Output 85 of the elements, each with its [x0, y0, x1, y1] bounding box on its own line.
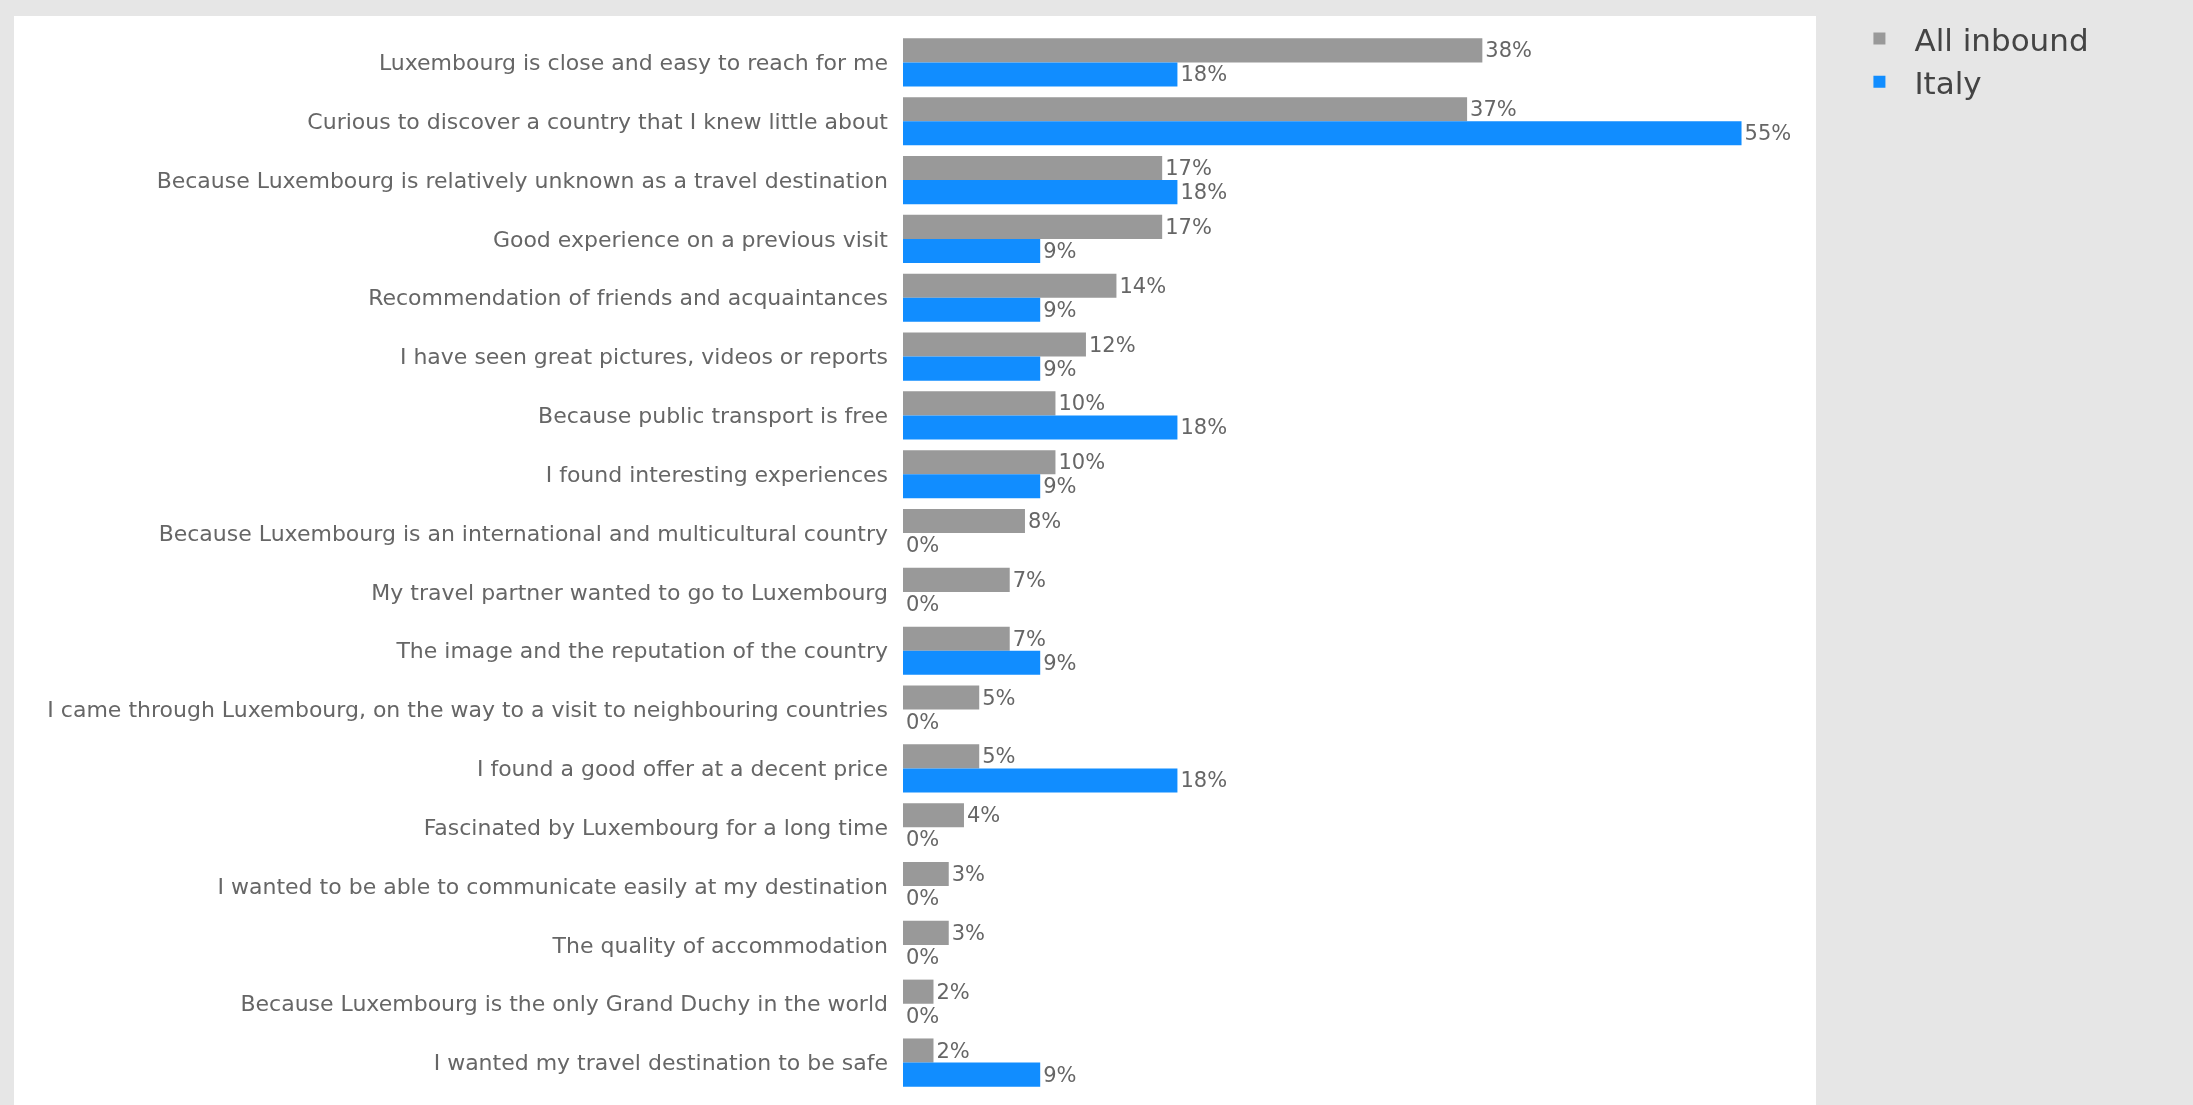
- data-label: 18%: [1180, 768, 1228, 793]
- bar: [903, 474, 1041, 499]
- bar: [903, 238, 1041, 264]
- data-label: 9%: [1043, 474, 1077, 499]
- data-label: 18%: [1180, 62, 1228, 87]
- data-label: 17%: [1165, 214, 1212, 239]
- data-label: 0%: [906, 827, 940, 852]
- data-label: 9%: [1043, 1062, 1077, 1087]
- y-tick-label: Good experience on a previous visit: [492, 226, 889, 252]
- data-label: 0%: [906, 533, 940, 558]
- bar: [903, 97, 1468, 122]
- data-label: 3%: [951, 920, 986, 945]
- bar: [903, 297, 1041, 322]
- y-tick-label: I found a good offer at a decent price: [476, 756, 888, 782]
- data-label: 10%: [1058, 391, 1106, 416]
- bar: [903, 803, 964, 828]
- data-label: 14%: [1119, 273, 1167, 298]
- data-label: 55%: [1744, 121, 1792, 146]
- bar: [903, 1062, 1041, 1087]
- data-label: 9%: [1043, 650, 1077, 675]
- bar: [903, 508, 1025, 534]
- data-label: 7%: [1012, 567, 1047, 592]
- bar: [903, 1038, 934, 1063]
- data-label: 5%: [982, 685, 1016, 710]
- bar: [903, 356, 1041, 381]
- data-label: 4%: [966, 803, 1001, 828]
- bar: [903, 861, 949, 887]
- data-label: 3%: [951, 862, 986, 887]
- data-label: 7%: [1012, 626, 1047, 651]
- data-label: 9%: [1043, 356, 1077, 381]
- y-tick-label: I found interesting experiences: [545, 461, 888, 487]
- bar: [903, 332, 1086, 357]
- data-label: 17%: [1165, 156, 1212, 181]
- y-tick-label: I wanted my travel destination to be safe: [433, 1050, 888, 1076]
- bar: [903, 415, 1178, 440]
- bar: [903, 450, 1056, 475]
- data-label: 5%: [982, 744, 1016, 769]
- bar: [903, 626, 1010, 651]
- data-label: 0%: [906, 1003, 940, 1028]
- bar: [903, 155, 1163, 181]
- bar: [903, 62, 1178, 87]
- data-label: 8%: [1027, 509, 1062, 534]
- y-tick-label: I came through Luxembourg, on the way to a visit to neighbouring countries: [47, 697, 888, 723]
- data-label: 18%: [1180, 180, 1228, 205]
- bar: [903, 180, 1178, 205]
- y-tick-label: My travel partner wanted to go to Luxembourg: [371, 579, 888, 605]
- y-tick-label: Because Luxembourg is the only Grand Duchy in the world: [240, 991, 888, 1017]
- data-label: 18%: [1180, 415, 1228, 440]
- data-label: 10%: [1058, 450, 1106, 475]
- data-label: 0%: [906, 886, 940, 911]
- bar: [903, 650, 1041, 675]
- y-tick-label: The quality of accommodation: [551, 932, 888, 958]
- bar: [903, 273, 1117, 298]
- y-tick-label: Because Luxembourg is relatively unknown as a travel destination: [156, 167, 888, 193]
- bar: [903, 979, 934, 1004]
- data-label: 37%: [1470, 97, 1517, 122]
- y-tick-label: Because Luxembourg is an international and multicultural country: [158, 520, 888, 546]
- data-label: 2%: [936, 1038, 970, 1063]
- data-label: 12%: [1088, 332, 1136, 357]
- y-tick-label: I wanted to be able to communicate easily at my destination: [217, 873, 888, 899]
- y-tick-label: I have seen great pictures, videos or reports: [399, 344, 888, 370]
- y-tick-label: The image and the reputation of the country: [395, 638, 888, 664]
- y-tick-label: Because public transport is free: [538, 403, 888, 429]
- y-tick-label: Fascinated by Luxembourg for a long time: [423, 814, 888, 840]
- y-tick-label: Recommendation of friends and acquaintances: [368, 285, 888, 311]
- bar: [903, 744, 980, 769]
- legend-label: All inbound: [1914, 21, 2089, 58]
- data-label: 9%: [1043, 238, 1077, 263]
- bar: [903, 38, 1483, 63]
- bar: [903, 391, 1056, 416]
- bar: [903, 567, 1010, 592]
- data-label: 38%: [1485, 38, 1533, 63]
- data-label: 9%: [1043, 297, 1077, 322]
- bar: [903, 685, 980, 710]
- data-label: 0%: [906, 591, 940, 616]
- bar: [903, 121, 1742, 146]
- y-tick-label: Curious to discover a country that I knew little about: [307, 108, 889, 134]
- y-tick-label: Luxembourg is close and easy to reach for me: [378, 50, 888, 76]
- bar: [903, 768, 1178, 793]
- data-label: 0%: [906, 709, 940, 734]
- bar: [903, 214, 1163, 239]
- data-label: 2%: [936, 979, 970, 1004]
- bar: [903, 920, 949, 945]
- legend-label: Italy: [1914, 64, 1982, 101]
- data-label: 0%: [906, 944, 940, 969]
